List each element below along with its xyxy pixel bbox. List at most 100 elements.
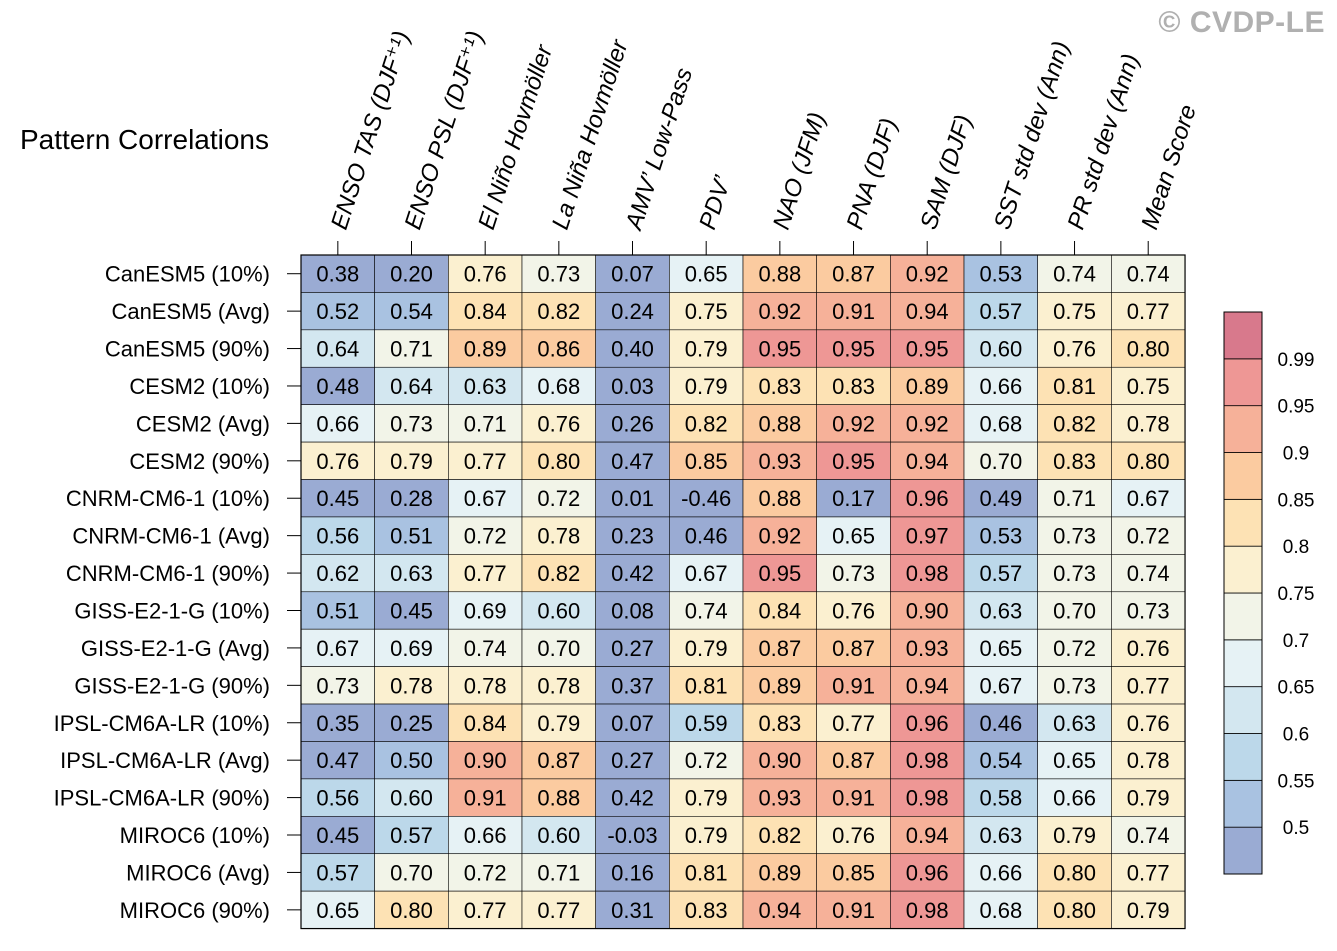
heatmap-cell [448, 628, 523, 667]
cell-value-label: -0.46 [681, 486, 731, 511]
heatmap-cell [448, 441, 523, 480]
cell-value-label: 0.95 [758, 561, 801, 586]
heatmap-cell [300, 591, 375, 630]
cell-value-label: 0.92 [758, 524, 801, 549]
heatmap-cell [448, 404, 523, 443]
cell-value-label: 0.83 [758, 711, 801, 736]
heatmap-cell [1111, 329, 1186, 368]
heatmap-cell [595, 741, 670, 780]
heatmap-cell [1111, 404, 1186, 443]
heatmap-cell [963, 404, 1039, 443]
heatmap-cell [963, 254, 1039, 293]
cell-value-label: 0.78 [464, 673, 507, 698]
row-label: MIROC6 (Avg) [126, 860, 270, 885]
heatmap-cell [742, 404, 817, 443]
heatmap-cell [890, 479, 965, 518]
column-label: El Niño Hovmöller [473, 41, 558, 233]
cell-value-label: 0.51 [390, 524, 433, 549]
cell-value-label: 0.07 [611, 262, 654, 287]
cell-value-label: 0.73 [316, 673, 359, 698]
heatmap-cell [521, 366, 596, 405]
cell-value-label: 0.91 [832, 299, 875, 324]
cell-value-label: 0.89 [758, 673, 801, 698]
heatmap-cell [816, 778, 891, 817]
heatmap-cell [448, 853, 523, 892]
heatmap-cell [816, 441, 891, 480]
cell-value-label: 0.84 [758, 598, 801, 623]
row-label: CESM2 (90%) [129, 449, 270, 474]
column-label: AMV’ Low-Pass [620, 65, 698, 235]
cell-value-label: 0.79 [537, 711, 580, 736]
heatmap-cell [890, 404, 965, 443]
colorbar-swatch [1223, 639, 1263, 688]
column-label: PNA (DJF) [842, 115, 903, 233]
colorbar-tick-label: 0.5 [1283, 818, 1309, 839]
heatmap-cell [669, 666, 744, 705]
heatmap-frame [300, 254, 1186, 930]
colorbar-swatch [1223, 592, 1263, 641]
cell-value-label: 0.54 [979, 748, 1022, 773]
cell-value-label: 0.72 [1127, 524, 1170, 549]
heatmap-cell [1037, 778, 1112, 817]
heatmap-cell [448, 741, 523, 780]
row-label: CanESM5 (10%) [105, 262, 270, 287]
cell-value-label: 0.66 [979, 860, 1022, 885]
cell-value-label: 0.94 [906, 449, 949, 474]
heatmap-cell [595, 628, 670, 667]
heatmap-cell [742, 890, 817, 929]
column-label: ENSO TAS (DJF⁺¹) [326, 28, 416, 233]
column-label: La Niña Hovmöller [547, 36, 634, 233]
heatmap-cell [1037, 591, 1112, 630]
cell-value-label: 0.53 [979, 262, 1022, 287]
cell-value-label: 0.72 [464, 524, 507, 549]
cell-value-label: 0.78 [537, 524, 580, 549]
row-label: GISS-E2-1-G (90%) [74, 673, 270, 698]
cell-value-label: 0.84 [464, 711, 507, 736]
cell-value-label: 0.92 [758, 299, 801, 324]
colorbar-tick-label: 0.9 [1283, 444, 1309, 465]
heatmap-cell [374, 479, 449, 518]
heatmap-cell [448, 778, 523, 817]
heatmap-cell [595, 890, 670, 929]
cell-value-label: -0.03 [607, 823, 657, 848]
colorbar-swatch [1223, 826, 1263, 875]
heatmap-cell [595, 778, 670, 817]
heatmap-cell [1111, 628, 1186, 667]
cell-value-label: 0.92 [832, 411, 875, 436]
heatmap-cell [963, 516, 1039, 555]
heatmap-cell [963, 329, 1039, 368]
cell-value-label: 0.76 [832, 598, 875, 623]
cell-value-label: 0.91 [832, 786, 875, 811]
cell-value-label: 0.80 [1127, 337, 1170, 362]
cell-value-label: 0.93 [906, 636, 949, 661]
cell-value-label: 0.71 [464, 411, 507, 436]
cell-value-label: 0.50 [390, 748, 433, 773]
heatmap-cell [374, 404, 449, 443]
cell-value-label: 0.78 [1127, 411, 1170, 436]
cell-value-label: 0.97 [906, 524, 949, 549]
heatmap-cell [374, 292, 449, 331]
heatmap-cell [300, 628, 375, 667]
heatmap-cell [374, 853, 449, 892]
cell-value-label: 0.73 [390, 411, 433, 436]
cell-value-label: 0.67 [464, 486, 507, 511]
colorbar-tick-label: 0.95 [1278, 397, 1315, 418]
cell-value-label: 0.27 [611, 636, 654, 661]
cell-value-label: 0.74 [464, 636, 507, 661]
cell-value-label: 0.77 [537, 898, 580, 923]
cell-value-label: 0.82 [685, 411, 728, 436]
cell-value-label: 0.93 [758, 786, 801, 811]
cell-value-label: 0.90 [758, 748, 801, 773]
cell-value-label: 0.92 [906, 411, 949, 436]
cell-value-label: 0.79 [685, 374, 728, 399]
cell-value-label: 0.66 [316, 411, 359, 436]
cell-value-label: 0.73 [1053, 673, 1096, 698]
cell-value-label: 0.63 [390, 561, 433, 586]
cell-value-label: 0.87 [832, 262, 875, 287]
heatmap-cell [890, 815, 965, 855]
heatmap-cell [300, 404, 375, 443]
heatmap-cell [1037, 554, 1112, 593]
colorbar-swatch [1223, 358, 1263, 407]
cell-value-label: 0.64 [390, 374, 433, 399]
cell-value-label: 0.80 [390, 898, 433, 923]
